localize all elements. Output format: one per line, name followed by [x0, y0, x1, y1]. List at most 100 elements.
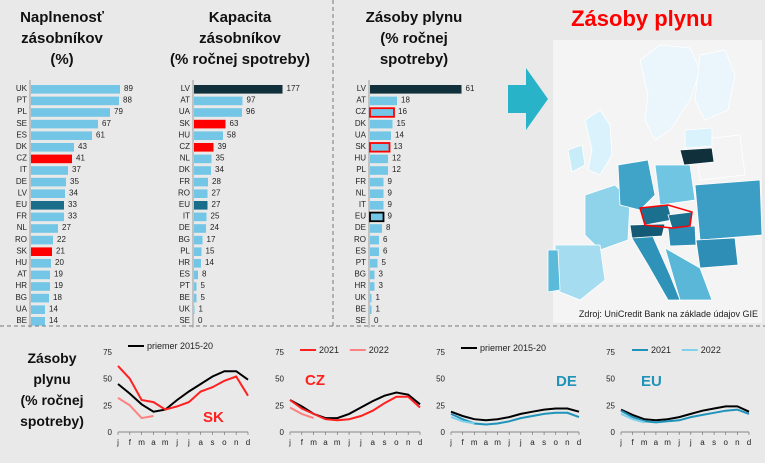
y-tick-label: 0 [108, 428, 113, 437]
bar-value-RO: 6 [383, 235, 388, 244]
bar-value-RO: 22 [57, 235, 66, 244]
source-note: Zdroj: UniCredit Bank na základe údajov … [579, 309, 758, 319]
bar-label-DK: DK [179, 165, 191, 174]
y-tick-label: 50 [606, 375, 615, 384]
bar-HR [194, 259, 201, 268]
bar-value-UK: 89 [124, 84, 133, 93]
bar-value-RO: 27 [212, 188, 221, 197]
bar-charts: Naplnenosť zásobníkov (%) Kapacita zásobníko… [15, 9, 475, 328]
line-EU-priemer-2015-20 [620, 405, 750, 422]
x-tick-label: a [700, 438, 705, 447]
bar-DK [194, 166, 211, 175]
x-tick-label: j [519, 438, 522, 447]
bar-DK [370, 119, 393, 129]
y-tick-label: 75 [103, 348, 112, 357]
bar-FR [194, 177, 208, 187]
bar-HR [370, 282, 375, 291]
bar-value-EU: 33 [68, 200, 77, 209]
bar-label-CZ: CZ [16, 154, 27, 163]
x-tick-label: m [310, 438, 317, 447]
bar-value-ES: 6 [383, 246, 388, 255]
x-tick-label: o [222, 438, 227, 447]
bar-value-LV: 34 [69, 188, 78, 197]
x-tick-label: d [418, 438, 422, 447]
x-tick-label: s [712, 438, 716, 447]
bar-value-IT: 37 [72, 165, 81, 174]
title-bottom: Zásoby [27, 350, 76, 366]
title-bottom: plynu [33, 371, 70, 387]
y-tick-label: 25 [103, 401, 112, 410]
bar-value-EU: 9 [388, 212, 393, 221]
country-ireland [567, 144, 586, 173]
country-baltic [684, 127, 713, 149]
title-fill: (%) [50, 51, 73, 68]
bar-label-UK: UK [179, 304, 191, 313]
chart-label-EU: EU [641, 373, 662, 390]
bar-value-LV: 61 [466, 84, 475, 93]
bar-value-HU: 12 [392, 154, 401, 163]
bar-PT [194, 282, 197, 291]
bar-value-BG: 3 [379, 270, 384, 279]
legend-label: 2021 [319, 345, 339, 355]
bar-label-SK: SK [179, 119, 190, 128]
bar-value-UA: 96 [246, 107, 255, 116]
bar-value-EU: 27 [212, 200, 221, 209]
x-tick-label: n [234, 438, 238, 447]
bar-value-SE: 67 [102, 119, 111, 128]
bar-BG [370, 270, 375, 280]
x-tick-label: f [301, 438, 304, 447]
bar-label-PT: PT [17, 96, 27, 105]
x-tick-label: n [735, 438, 739, 447]
bar-label-PT: PT [180, 281, 190, 290]
bar-label-BG: BG [15, 293, 27, 302]
bar-value-CZ: 16 [398, 107, 407, 116]
bar-CZ [369, 107, 395, 118]
bar-label-DE: DE [16, 177, 27, 186]
bar-PL [370, 166, 388, 175]
bar-PL [31, 108, 110, 117]
bar-label-FR: FR [355, 177, 366, 186]
country-balkans [664, 247, 713, 301]
bar-HU [194, 131, 223, 140]
bar-UK [370, 293, 372, 303]
line-SK-2022 [117, 397, 154, 420]
bar-AT [31, 270, 50, 280]
bar-value-DK: 15 [397, 119, 406, 128]
x-tick-label: s [211, 438, 215, 447]
bar-label-SK: SK [355, 142, 366, 151]
bar-RO [370, 235, 379, 245]
x-tick-label: j [187, 438, 190, 447]
title-fill: zásobníkov [21, 30, 103, 47]
source-background [553, 302, 762, 323]
bar-value-AT: 18 [401, 96, 410, 105]
bar-value-BE: 1 [376, 304, 381, 313]
bar-DE [370, 224, 382, 233]
x-tick-label: m [664, 438, 671, 447]
title-stocks: (% ročnej [380, 30, 448, 47]
bar-value-PL: 12 [392, 165, 401, 174]
legend-label: 2021 [651, 345, 671, 355]
bar-label-AT: AT [356, 96, 366, 105]
y-tick-label: 0 [611, 428, 616, 437]
line-SK-priemer-2015-20 [117, 370, 249, 413]
y-tick-label: 0 [441, 428, 446, 437]
bar-value-ES: 61 [96, 130, 105, 139]
bar-LV [370, 85, 462, 94]
bar-label-HR: HR [178, 258, 190, 267]
title-stocks: spotreby) [380, 51, 448, 68]
bar-DE [194, 224, 206, 233]
country-poland [654, 164, 696, 206]
bar-ES [31, 131, 92, 140]
title-capacity: Kapacita [209, 9, 272, 26]
x-tick-label: j [449, 438, 452, 447]
title-capacity: zásobníkov [199, 30, 281, 47]
legend-label: 2022 [701, 345, 721, 355]
bar-label-BE: BE [355, 304, 366, 313]
bar-value-FR: 33 [68, 212, 77, 221]
bar-label-IT: IT [183, 212, 190, 221]
bar-SE [31, 119, 98, 129]
country-germany [617, 159, 656, 211]
